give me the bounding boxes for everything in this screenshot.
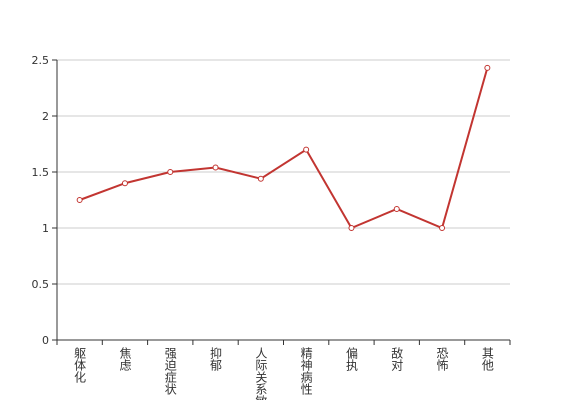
x-tick-label: 抑郁 (209, 346, 223, 372)
data-point (393, 205, 400, 212)
y-tick-label: 2 (42, 110, 49, 123)
data-point (484, 64, 491, 71)
y-tick-label: 0 (42, 334, 49, 347)
x-tick-label: 敌对 (390, 346, 404, 371)
y-tick-label: 1 (42, 222, 49, 235)
data-point (348, 225, 355, 231)
data-point (121, 180, 128, 187)
series-line (79, 67, 489, 230)
x-tick-label: 恐怖 (435, 347, 449, 371)
x-tick-label: 精神病性 (299, 347, 313, 396)
data-point (257, 175, 264, 182)
data-point (303, 146, 310, 153)
y-tick-label: 2.5 (32, 54, 50, 67)
x-tick-label: 焦虑 (118, 347, 132, 371)
x-tick-label: 偏执 (344, 346, 358, 372)
x-tick-label: 人际关系敏感 (254, 347, 268, 400)
y-tick-label: 0.5 (32, 278, 50, 291)
x-tick-label: 强迫症状 (163, 347, 177, 395)
data-point (76, 197, 83, 203)
data-point (439, 225, 446, 231)
data-point (212, 164, 219, 171)
x-tick-label: 其他 (480, 347, 494, 371)
x-tick-label: 躯体化 (73, 346, 87, 384)
data-point (167, 169, 174, 175)
y-tick-label: 1.5 (32, 166, 50, 179)
